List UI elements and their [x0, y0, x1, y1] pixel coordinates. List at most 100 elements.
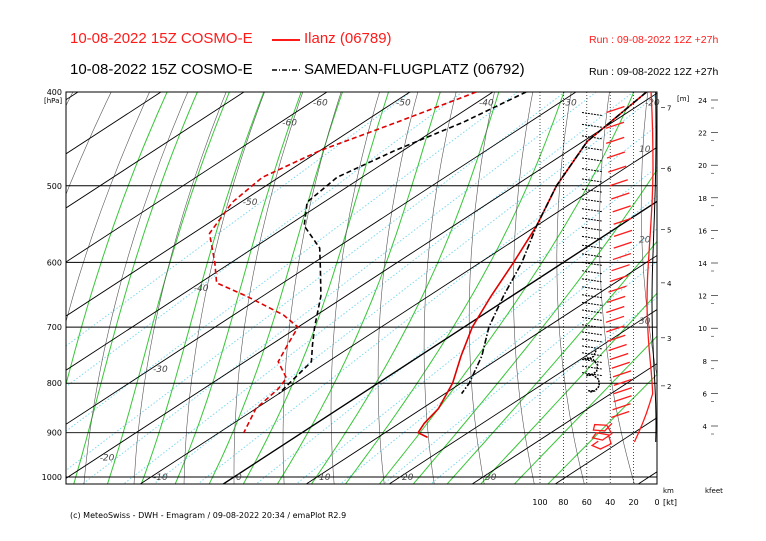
moist-adiabat [208, 92, 344, 484]
temperature-tick-label: 30 [485, 473, 497, 483]
height-km-tick: 4 [667, 280, 672, 288]
wind-barb-ilanz [608, 285, 627, 293]
chart-grid [0, 70, 766, 497]
title-samedan-station: SAMEDAN-FLUGPLATZ (06792) [304, 61, 525, 78]
wind-panel-label: 20 [639, 235, 651, 245]
wind-barb-ilanz [606, 105, 625, 114]
height-km-tick: 2 [667, 383, 671, 391]
wind-barb-samedan [581, 253, 603, 258]
dry-adiabat [330, 92, 380, 484]
ilanz-hodograph-trace [590, 422, 613, 450]
wind-barb-samedan [581, 168, 603, 173]
wind-barb-ilanz [608, 343, 627, 352]
wind-barb-ilanz [613, 229, 633, 237]
wind-barb-samedan [581, 331, 603, 336]
wind-barb-ilanz [612, 403, 631, 411]
wind-barb-ilanz [606, 295, 626, 304]
pressure-unit-label: [hPa] [44, 97, 62, 105]
ilanz-wind-profile [633, 91, 654, 443]
title-ilanz-date: 10-08-2022 15Z COSMO-E [70, 30, 253, 47]
wind-barb-ilanz [613, 378, 633, 386]
pressure-tick-label: 1000 [42, 473, 62, 482]
isotherm-line [637, 471, 657, 484]
mixing-ratio-line [197, 125, 657, 484]
kfeet-tick: 24 [698, 97, 707, 105]
isotherm-line [66, 92, 577, 425]
kfeet-tick: 20 [698, 162, 707, 170]
moist-adiabat [73, 92, 198, 484]
series-dewpoint-line [278, 92, 527, 395]
moist-adiabat [140, 92, 265, 484]
temperature-tick-label: -20 [100, 454, 115, 464]
wind-tick-label: 100 [532, 498, 547, 507]
dry-adiabat [133, 92, 227, 484]
series-temperature-line [460, 92, 648, 395]
kfeet-tick: 6 [703, 390, 708, 398]
wind-barb-ilanz [612, 370, 632, 378]
kfeet-tick: 8 [703, 358, 707, 366]
dry-adiabat [723, 70, 766, 493]
pressure-tick-label: 400 [47, 88, 62, 97]
wind-barb-samedan [581, 244, 603, 249]
isotherm-line [0, 70, 28, 497]
legend-line-samedan [272, 69, 300, 71]
wind-tick-label: 60 [582, 498, 592, 507]
wind-barb-ilanz [613, 241, 632, 249]
wind-barb-samedan [581, 226, 603, 231]
wind-barb-samedan [581, 324, 603, 329]
isotherm-line [554, 417, 657, 484]
temperature-labels: -60 -50 -40 -30 -20 -60 -50 -40 -30 -20 -10 0 10 20 30 [100, 98, 660, 483]
dry-adiabat [282, 92, 342, 484]
temperature-tick-label: -30 [153, 365, 168, 375]
moist-adiabat [378, 92, 635, 484]
isotherm-line [139, 146, 657, 484]
footer-credit: (c) MeteoSwiss - DWH - Emagram / 09-08-2… [70, 511, 347, 520]
run-ilanz: Run : 09-08-2022 12Z +27h [589, 34, 719, 46]
temperature-tick-label: -60 [313, 98, 328, 108]
mixing-ratio-line [66, 92, 566, 471]
wind-barb-samedan [581, 217, 603, 222]
dry-adiabat [0, 70, 8, 493]
mixing-ratio-line [122, 92, 634, 484]
kfeet-tick: 14 [698, 260, 707, 268]
kfeet-tick: 22 [698, 130, 707, 138]
kfeet-tick: 18 [698, 195, 707, 203]
wind-barb-ilanz [612, 252, 632, 261]
moist-adiabat [547, 373, 657, 484]
wind-barb-samedan [581, 188, 603, 193]
dry-adiabat [377, 92, 419, 484]
moist-adiabat [106, 92, 230, 484]
wind-barb-samedan [581, 365, 603, 370]
temperature-tick-label: -50 [243, 198, 258, 208]
wind-axis: 100 80 60 40 20 0 [kt] 10 20 30 [532, 145, 677, 507]
wind-barb-samedan [581, 294, 603, 299]
moist-adiabat [66, 92, 168, 387]
wind-barb-samedan [581, 123, 603, 128]
wind-barb-samedan [581, 338, 603, 343]
height-km-tick: 5 [667, 227, 671, 235]
wind-barb-ilanz [611, 192, 630, 200]
isotherm-line [221, 200, 657, 484]
wind-barb-samedan [581, 316, 603, 321]
mixing-ratio-line [66, 92, 412, 347]
wind-barb-ilanz [610, 410, 630, 419]
wind-barb-samedan [581, 358, 603, 363]
isotherm-line [471, 363, 657, 484]
sounding-series [208, 92, 648, 439]
dry-adiabat [83, 92, 189, 484]
wind-unit-label: [kt] [663, 498, 677, 507]
mixing-ratio-line [66, 92, 463, 388]
wind-barb-samedan [581, 157, 603, 162]
temperature-tick-label: 10 [319, 473, 331, 483]
wind-barb-samedan [581, 198, 603, 203]
moist-adiabat [276, 92, 441, 484]
wind-tick-label: 0 [654, 498, 659, 507]
wind-barb-ilanz [605, 121, 625, 129]
wind-barb-ilanz [605, 136, 625, 144]
wind-barb-samedan [581, 301, 603, 306]
wind-barb-samedan [581, 270, 603, 275]
pressure-tick-label: 900 [47, 429, 62, 438]
kfeet-label: kfeet [705, 487, 723, 495]
wind-barb-samedan [581, 286, 603, 291]
